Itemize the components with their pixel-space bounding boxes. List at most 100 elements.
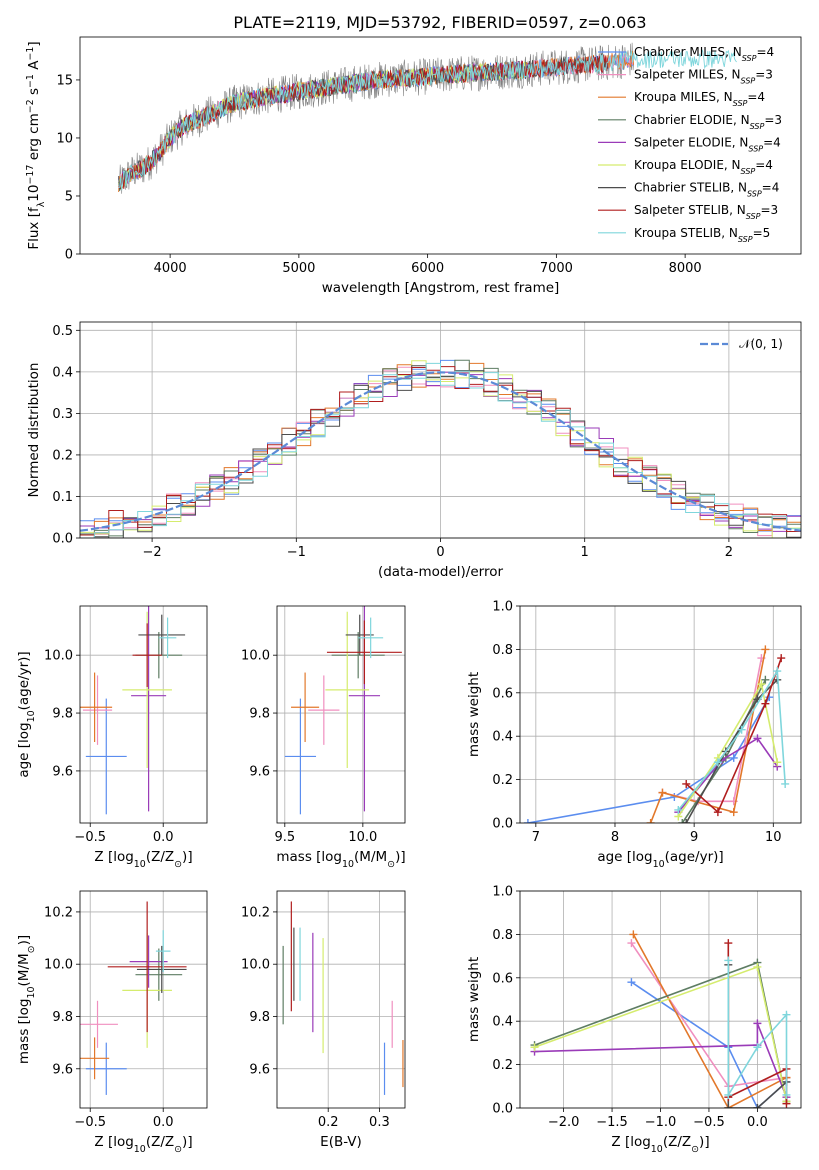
residuals-ytick-label: 0.0 [52,532,73,547]
age_vs_mass-xlabel: mass [log10(M/M⊙)] [276,849,405,870]
mass_vs_ebv-frame [276,890,406,1109]
weights_vs_Z-point-marker [627,978,636,987]
legend-label: Kroupa STELIB, NSSP=5 [634,226,770,244]
mass_vs_Z-xtick-label: 0.0 [153,1115,174,1130]
weights_vs_age-point-marker [646,819,655,823]
age_vs_Z-xlabel: Z [log10(Z/Z⊙)] [94,849,192,870]
weights_vs_age-point-marker [523,819,532,823]
weights_vs_Z-point-marker [753,962,762,971]
mass_vs_Z-ytick-label: 10.2 [44,905,73,920]
weights_vs_age-point-marker [757,680,766,689]
residuals-xtick-label: 0 [436,545,444,560]
residuals-ytick-label: 0.3 [52,407,73,422]
age_vs_mass-ytick-label: 9.8 [249,707,270,722]
age_vs_mass-frame [276,605,406,824]
mass_vs_Z-xtick-label: −0.5 [74,1115,106,1130]
weights_vs_age-point-marker [713,758,722,767]
weights_vs_Z-ytick-label: 0.6 [492,971,513,986]
mass_vs_Z-axes [76,890,208,1112]
age_vs_Z-ylabel: age [log10(age/yr)] [16,651,37,777]
spectrum-plot-area [118,42,737,194]
weights_vs_Z-point-marker [724,939,733,948]
weights_vs_Z-xtick-label: −1.0 [645,1115,677,1130]
weights_vs_age-frame [519,605,802,824]
mass_vs_Z-xlabel: Z [log10(Z/Z⊙)] [94,1134,192,1155]
weights_vs_age-ytick-label: 0.2 [492,773,513,788]
weights_vs_Z-point-marker [629,930,638,939]
gaussian-reference-curve [80,371,801,532]
weights_vs_age-point-marker [729,808,738,817]
weights_vs_age-point-marker [761,699,770,708]
weights_vs_age-point-marker [781,779,790,788]
weights_vs_age-point-marker [761,675,770,684]
mass_vs_Z-frame [79,890,208,1109]
figure-title: PLATE=2119, MJD=53792, FIBERID=0597, z=0… [233,13,646,32]
weights_vs_Z-point-marker [753,1043,762,1052]
weights_vs_Z-point-marker [627,939,636,948]
weights_vs_Z-ytick-label: 1.0 [492,885,513,900]
residuals-plot-area [80,359,801,538]
age_vs_Z-ytick-label: 9.8 [52,707,73,722]
weights_vs_Z-ytick-label: 0.0 [492,1102,513,1117]
legend-label: Salpeter MILES, NSSP=3 [634,68,773,86]
spectrum-legend: Chabrier MILES, NSSP=4 Salpeter MILES, NS… [598,45,782,243]
spectrum-frame [79,36,802,255]
spectrum-xtick-label: 5000 [282,261,315,276]
weights_vs_age-ytick-label: 0.4 [492,730,513,745]
weights_vs_age-point-marker [761,645,770,654]
age_vs_Z-xtick-label: 0.0 [153,830,174,845]
weights_vs_Z-ylabel: mass weight [466,957,482,1042]
weights_vs_age-xtick-label: 10 [765,830,782,845]
age_vs_Z-xtick-label: −0.5 [74,830,106,845]
weights_vs_Z-point-marker [782,1010,791,1019]
residuals-axes [76,321,802,542]
mass_vs_ebv-xlabel: E(B-V) [320,1134,362,1150]
spectrum-xtick-label: 4000 [154,261,187,276]
weights_vs_Z-ytick-label: 0.4 [492,1015,513,1030]
legend-label: Chabrier STELIB, NSSP=4 [634,181,779,199]
residuals-frame [79,321,802,539]
weights_vs_age-point-marker [682,819,691,823]
mass_vs_ebv-ytick-label: 9.6 [249,1062,270,1077]
weights_vs_age-ytick-label: 1.0 [492,600,513,615]
weights_vs_Z-xtick-label: −2.0 [548,1115,580,1130]
residuals-xtick-label: 1 [581,545,589,560]
residual-legend-label: 𝒩(0, 1) [739,337,783,351]
weights_vs_Z-axes [516,890,802,1112]
weights_vs_age-point-marker [678,819,687,823]
weights_vs_Z-ytick-label: 0.2 [492,1058,513,1073]
spectrum-ytick-label: 5 [65,189,73,204]
weights_vs_age-point-marker [737,725,746,734]
spectrum-ytick-label: 0 [65,248,73,263]
weights_vs_age-series-line [685,679,778,823]
mass_vs_ebv-xtick-label: 0.2 [318,1115,339,1130]
weights_vs_Z-point-marker [782,1090,791,1099]
age_vs_Z-frame [79,605,208,824]
residuals-xtick-label: −1 [287,545,306,560]
weights_vs_age-point-marker [773,667,782,676]
spectrum-ylabel: Flux [fλ10−17 erg cm−2 s−1 A−1] [25,41,47,249]
residuals-xtick-label: 2 [725,545,733,560]
age_vs_mass-xtick-label: 10.0 [348,830,377,845]
residuals-ytick-label: 0.1 [52,490,73,505]
residuals-xlabel: (data-model)/error [378,564,504,580]
legend-label: Kroupa MILES, NSSP=4 [634,90,765,108]
weights_vs_Z-point-marker [753,1019,762,1028]
mass_vs_Z-ytick-label: 10.0 [44,958,73,973]
weights_vs_age-point-marker [682,779,691,788]
weights_vs_age-point-marker [753,734,762,743]
mass_vs_Z-ylabel: mass [log10(M/M⊙)] [16,935,37,1064]
residuals-ytick-label: 0.4 [52,365,73,380]
age_vs_mass-plot-area [284,606,402,815]
weights_vs_age-ytick-label: 0.6 [492,686,513,701]
legend-label: Chabrier MILES, NSSP=4 [634,45,774,63]
mass_vs_Z-ytick-label: 9.8 [52,1010,73,1025]
age_vs_Z-ytick-label: 9.6 [52,764,73,779]
age_vs_mass-axes [273,605,406,827]
weights_vs_Z-ytick-label: 0.8 [492,928,513,943]
weights_vs_Z-plot-area [530,930,791,1108]
spectrum-xtick-label: 6000 [411,261,444,276]
weights_vs_age-axes [516,605,802,827]
spectrum-model-line [118,49,737,191]
